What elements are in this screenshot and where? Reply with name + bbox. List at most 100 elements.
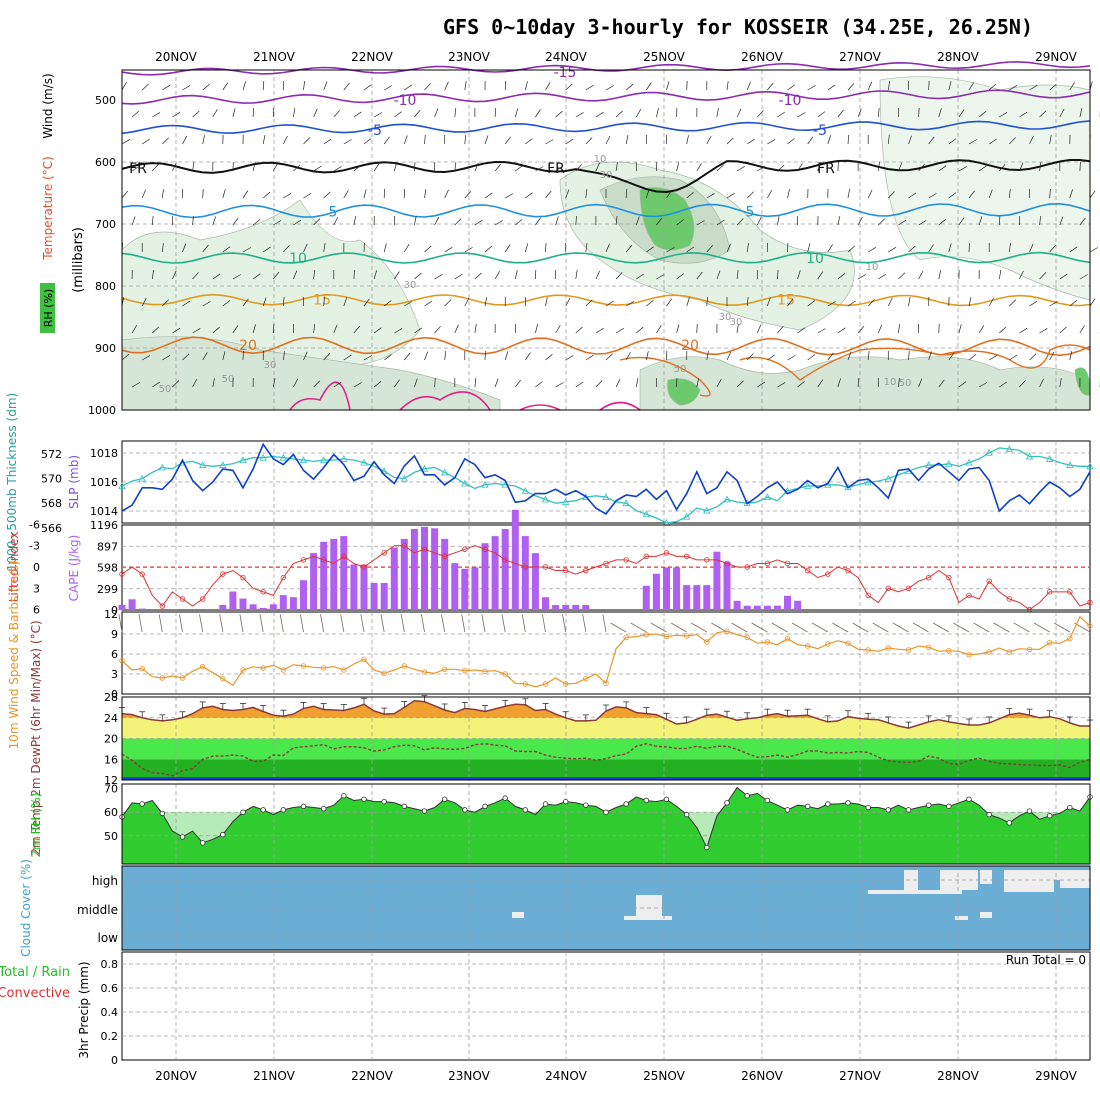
isotherm-warm-line	[289, 381, 641, 411]
wind-barb-10m	[610, 622, 627, 633]
wind-barb	[434, 377, 436, 388]
wind-barb	[958, 217, 965, 226]
cape-tick: 299	[97, 583, 118, 596]
wind-barb	[464, 191, 472, 199]
cape-bar	[683, 585, 691, 610]
wind-tick: 3	[111, 668, 118, 681]
wind-barb	[283, 245, 290, 253]
wind-barb	[706, 135, 712, 145]
wind-barb	[787, 298, 794, 307]
wind-barb	[605, 300, 614, 307]
wind-barb	[293, 270, 298, 280]
wind-barb	[182, 353, 190, 361]
wind-barb	[474, 272, 482, 280]
wind-speed-marker	[643, 631, 650, 638]
rh-label: 10	[594, 154, 607, 165]
wind-barb	[474, 162, 479, 172]
thickness-tick: 568	[41, 497, 62, 510]
wind-barb	[242, 298, 249, 307]
wind-barb	[282, 296, 285, 307]
wind-barb	[192, 162, 195, 172]
wind-barb	[877, 324, 883, 334]
wind-barb	[605, 135, 611, 145]
wind-barb-10m	[320, 614, 325, 633]
thickness-marker	[198, 461, 207, 468]
wind-barb	[403, 135, 408, 145]
lifted-marker	[603, 560, 609, 567]
wind-barb	[817, 328, 826, 334]
isotherm-line	[121, 89, 1091, 105]
wind-barb	[555, 325, 561, 334]
rh2m-marker	[1046, 813, 1053, 819]
wind-barb	[1059, 216, 1064, 226]
cape-bar	[582, 605, 590, 610]
thickness-tick: 566	[41, 522, 62, 535]
wind-barb	[908, 245, 916, 253]
rh2m-marker	[421, 808, 428, 814]
cloud-level-label: low	[98, 931, 119, 945]
wind-barb	[999, 381, 1007, 388]
day-label-top: 25NOV	[643, 50, 685, 64]
wind-barb	[1039, 328, 1048, 334]
thickness-marker	[1005, 445, 1014, 452]
lifted-marker	[320, 557, 327, 563]
wind-barb	[373, 270, 377, 280]
rh2m-marker	[1006, 820, 1013, 826]
rh2m-marker	[1067, 804, 1073, 811]
wind-barb	[958, 109, 965, 118]
wind-barb	[212, 273, 221, 280]
wind-barb	[787, 189, 790, 199]
wind-barb	[797, 381, 805, 388]
wind-barb	[424, 300, 433, 307]
cape-bar	[642, 585, 650, 610]
day-label-bottom: 21NOV	[253, 1069, 295, 1083]
wind-barb	[1069, 82, 1075, 91]
lifted-marker	[159, 603, 166, 609]
wind-barb	[484, 245, 493, 253]
wind-barb	[252, 219, 261, 226]
cape-bar	[713, 551, 721, 610]
wind-barb	[535, 217, 541, 226]
wind-barb	[999, 112, 1008, 118]
wind-barb	[162, 299, 169, 307]
wind-barb	[333, 216, 339, 226]
wind-barb	[948, 352, 955, 361]
wind-barb	[262, 135, 266, 145]
rh2m-area	[122, 787, 1090, 864]
wind-barb	[1049, 135, 1052, 145]
wind-barb	[736, 166, 745, 172]
rh2m-marker	[704, 844, 710, 851]
isotherm-label: -10	[779, 93, 802, 109]
wind-barb	[948, 81, 952, 91]
wind-barb	[777, 111, 786, 118]
ylabel-temperature: Temperature (°C)	[41, 156, 55, 261]
wind-barb	[555, 216, 559, 226]
wind-barb	[162, 137, 169, 145]
rh2m-marker	[804, 803, 811, 810]
isotherm-line	[121, 251, 1091, 264]
cape-bar	[390, 547, 398, 610]
wind-barb	[1039, 216, 1041, 226]
wind-barb	[282, 135, 288, 145]
wind-barb	[595, 328, 604, 334]
wind-barb	[1049, 244, 1056, 253]
wind-barb-10m	[259, 614, 264, 633]
thickness-marker	[884, 474, 893, 482]
rh-legend-swatch	[40, 283, 55, 333]
wind-barb	[303, 137, 311, 145]
lifted-marker	[502, 557, 508, 563]
temp-tick: 12	[104, 774, 118, 787]
wind-barb	[817, 162, 821, 172]
thickness-tick: 570	[41, 473, 62, 486]
wind-barb	[575, 215, 577, 226]
wind-barb	[343, 139, 352, 145]
thickness-marker	[319, 456, 328, 464]
wind-barb-10m	[771, 622, 788, 633]
thickness-marker	[138, 474, 146, 482]
wind-barb	[666, 247, 675, 253]
wind-barb	[525, 352, 531, 361]
wind-barb	[595, 162, 600, 172]
wind-speed-marker	[421, 669, 428, 675]
cape-bar	[763, 605, 771, 610]
